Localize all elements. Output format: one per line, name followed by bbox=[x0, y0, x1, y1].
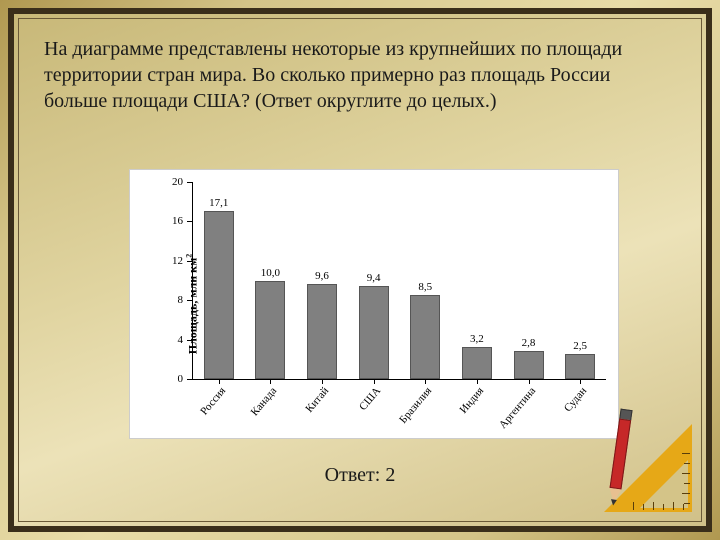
ytick bbox=[187, 261, 193, 262]
ytick bbox=[187, 300, 193, 301]
chart-plot-area: 04812162017,1Россия10,0Канада9,6Китай9,4… bbox=[192, 182, 606, 380]
bar: 8,5 bbox=[410, 295, 440, 379]
bar-value-label: 9,4 bbox=[360, 272, 388, 284]
xtick-label: Бразилия bbox=[397, 385, 434, 426]
bar-value-label: 8,5 bbox=[411, 281, 439, 293]
ruler-marks bbox=[604, 424, 692, 512]
bar: 3,2 bbox=[462, 347, 492, 379]
ytick bbox=[187, 182, 193, 183]
ytick-label: 4 bbox=[178, 334, 184, 346]
bar-value-label: 3,2 bbox=[463, 333, 491, 345]
xtick bbox=[374, 379, 375, 384]
xtick bbox=[219, 379, 220, 384]
answer-text: Ответ: 2 bbox=[14, 464, 706, 487]
bar-value-label: 9,6 bbox=[308, 270, 336, 282]
bar: 17,1 bbox=[204, 211, 234, 379]
ytick-label: 20 bbox=[172, 176, 183, 188]
xtick bbox=[322, 379, 323, 384]
ytick-label: 16 bbox=[172, 215, 183, 227]
xtick bbox=[425, 379, 426, 384]
ytick bbox=[187, 379, 193, 380]
bar: 9,6 bbox=[307, 284, 337, 379]
bar: 10,0 bbox=[255, 281, 285, 380]
ytick bbox=[187, 340, 193, 341]
bar-value-label: 2,5 bbox=[566, 340, 594, 352]
ytick bbox=[187, 221, 193, 222]
ytick-label: 0 bbox=[178, 373, 184, 385]
bar-value-label: 10,0 bbox=[256, 267, 284, 279]
ytick-label: 12 bbox=[172, 255, 183, 267]
bar: 9,4 bbox=[359, 286, 389, 379]
bar-value-label: 2,8 bbox=[515, 337, 543, 349]
xtick-label: Китай bbox=[303, 385, 331, 415]
bar: 2,5 bbox=[565, 354, 595, 379]
outer-frame: На диаграмме представлены некоторые из к… bbox=[8, 8, 712, 532]
xtick bbox=[270, 379, 271, 384]
xtick-label: Канада bbox=[249, 385, 280, 418]
xtick-label: Аргентина bbox=[496, 385, 537, 431]
xtick-label: США bbox=[357, 385, 383, 413]
slide-background: На диаграмме представлены некоторые из к… bbox=[0, 0, 720, 540]
bar: 2,8 bbox=[514, 351, 544, 379]
xtick bbox=[529, 379, 530, 384]
xtick bbox=[580, 379, 581, 384]
question-text: На диаграмме представлены некоторые из к… bbox=[44, 36, 676, 114]
xtick-label: Индия bbox=[457, 385, 486, 416]
xtick-label: Россия bbox=[198, 385, 228, 417]
ytick-label: 8 bbox=[178, 294, 184, 306]
bar-value-label: 17,1 bbox=[205, 197, 233, 209]
xtick bbox=[477, 379, 478, 384]
bar-chart: Площадь, млн км2 04812162017,1Россия10,0… bbox=[129, 169, 619, 439]
xtick-label: Судан bbox=[562, 385, 589, 414]
